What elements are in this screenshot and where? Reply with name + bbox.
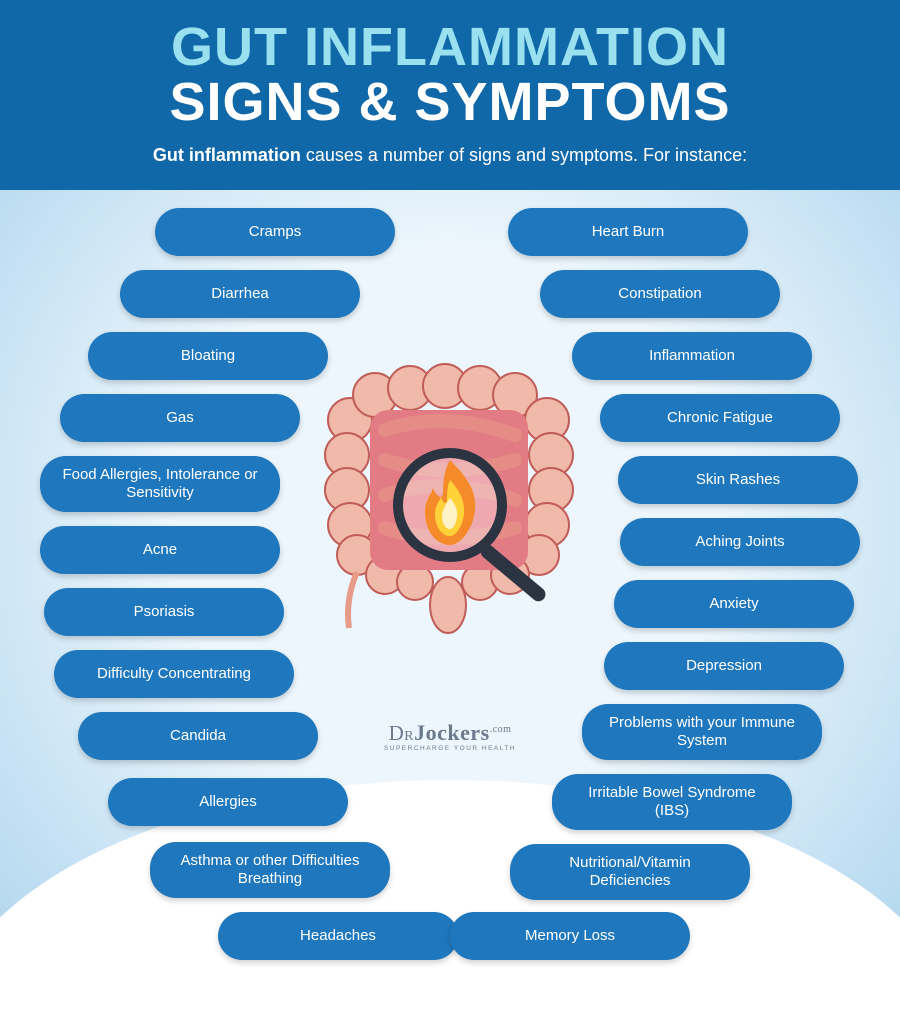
subtitle-bold: Gut inflammation — [153, 145, 301, 165]
symptom-label: Gas — [166, 409, 194, 426]
symptom-label: Depression — [686, 657, 762, 674]
symptom-pill: Heart Burn — [508, 208, 748, 256]
symptom-pill: Candida — [78, 712, 318, 760]
symptom-pill: Allergies — [108, 778, 348, 826]
symptom-pill: Irritable Bowel Syndrome (IBS) — [552, 774, 792, 830]
symptom-label: Psoriasis — [134, 603, 195, 620]
symptom-label: Problems with your Immune System — [600, 714, 804, 749]
title-line-2: SIGNS & SYMPTOMS — [30, 74, 870, 131]
symptom-pill: Constipation — [540, 270, 780, 318]
symptom-pill: Cramps — [155, 208, 395, 256]
title-line-1: GUT INFLAMMATION — [30, 20, 870, 74]
symptom-label: Cramps — [249, 223, 302, 240]
symptom-label: Diarrhea — [211, 285, 269, 302]
body-area: DRJockers.com SUPERCHARGE YOUR HEALTH Cr… — [0, 190, 900, 1000]
symptom-pill: Anxiety — [614, 580, 854, 628]
header: GUT INFLAMMATION SIGNS & SYMPTOMS Gut in… — [0, 0, 900, 190]
symptom-pill: Skin Rashes — [618, 456, 858, 504]
symptom-pill: Depression — [604, 642, 844, 690]
symptom-label: Asthma or other Difficulties Breathing — [168, 852, 372, 887]
symptom-pill: Food Allergies, Intolerance or Sensitivi… — [40, 456, 280, 512]
subtitle: Gut inflammation causes a number of sign… — [30, 145, 870, 166]
symptom-label: Bloating — [181, 347, 235, 364]
symptom-label: Irritable Bowel Syndrome (IBS) — [570, 784, 774, 819]
symptom-label: Difficulty Concentrating — [97, 665, 251, 682]
symptom-pill: Difficulty Concentrating — [54, 650, 294, 698]
symptom-pill: Asthma or other Difficulties Breathing — [150, 842, 390, 898]
symptom-pill: Diarrhea — [120, 270, 360, 318]
subtitle-rest: causes a number of signs and symptoms. F… — [301, 145, 747, 165]
symptom-pill: Acne — [40, 526, 280, 574]
symptom-pill: Bloating — [88, 332, 328, 380]
symptom-pill: Problems with your Immune System — [582, 704, 822, 760]
symptom-pill: Gas — [60, 394, 300, 442]
symptom-label: Heart Burn — [592, 223, 665, 240]
symptom-label: Allergies — [199, 793, 257, 810]
symptom-pill: Memory Loss — [450, 912, 690, 960]
symptom-pill: Headaches — [218, 912, 458, 960]
symptom-pill: Chronic Fatigue — [600, 394, 840, 442]
symptom-label: Constipation — [618, 285, 701, 302]
symptom-label: Headaches — [300, 927, 376, 944]
symptom-label: Skin Rashes — [696, 471, 780, 488]
symptom-pill: Inflammation — [572, 332, 812, 380]
symptom-label: Food Allergies, Intolerance or Sensitivi… — [58, 466, 262, 501]
symptom-label: Inflammation — [649, 347, 735, 364]
symptom-label: Nutritional/Vitamin Deficiencies — [528, 854, 732, 889]
symptom-pills: Cramps Diarrhea Bloating Gas Food Allergies,… — [0, 190, 900, 1000]
symptom-pill: Aching Joints — [620, 518, 860, 566]
symptom-label: Aching Joints — [695, 533, 784, 550]
symptom-label: Chronic Fatigue — [667, 409, 773, 426]
symptom-label: Anxiety — [709, 595, 758, 612]
symptom-pill: Nutritional/Vitamin Deficiencies — [510, 844, 750, 900]
symptom-label: Acne — [143, 541, 177, 558]
symptom-label: Candida — [170, 727, 226, 744]
symptom-label: Memory Loss — [525, 927, 615, 944]
symptom-pill: Psoriasis — [44, 588, 284, 636]
